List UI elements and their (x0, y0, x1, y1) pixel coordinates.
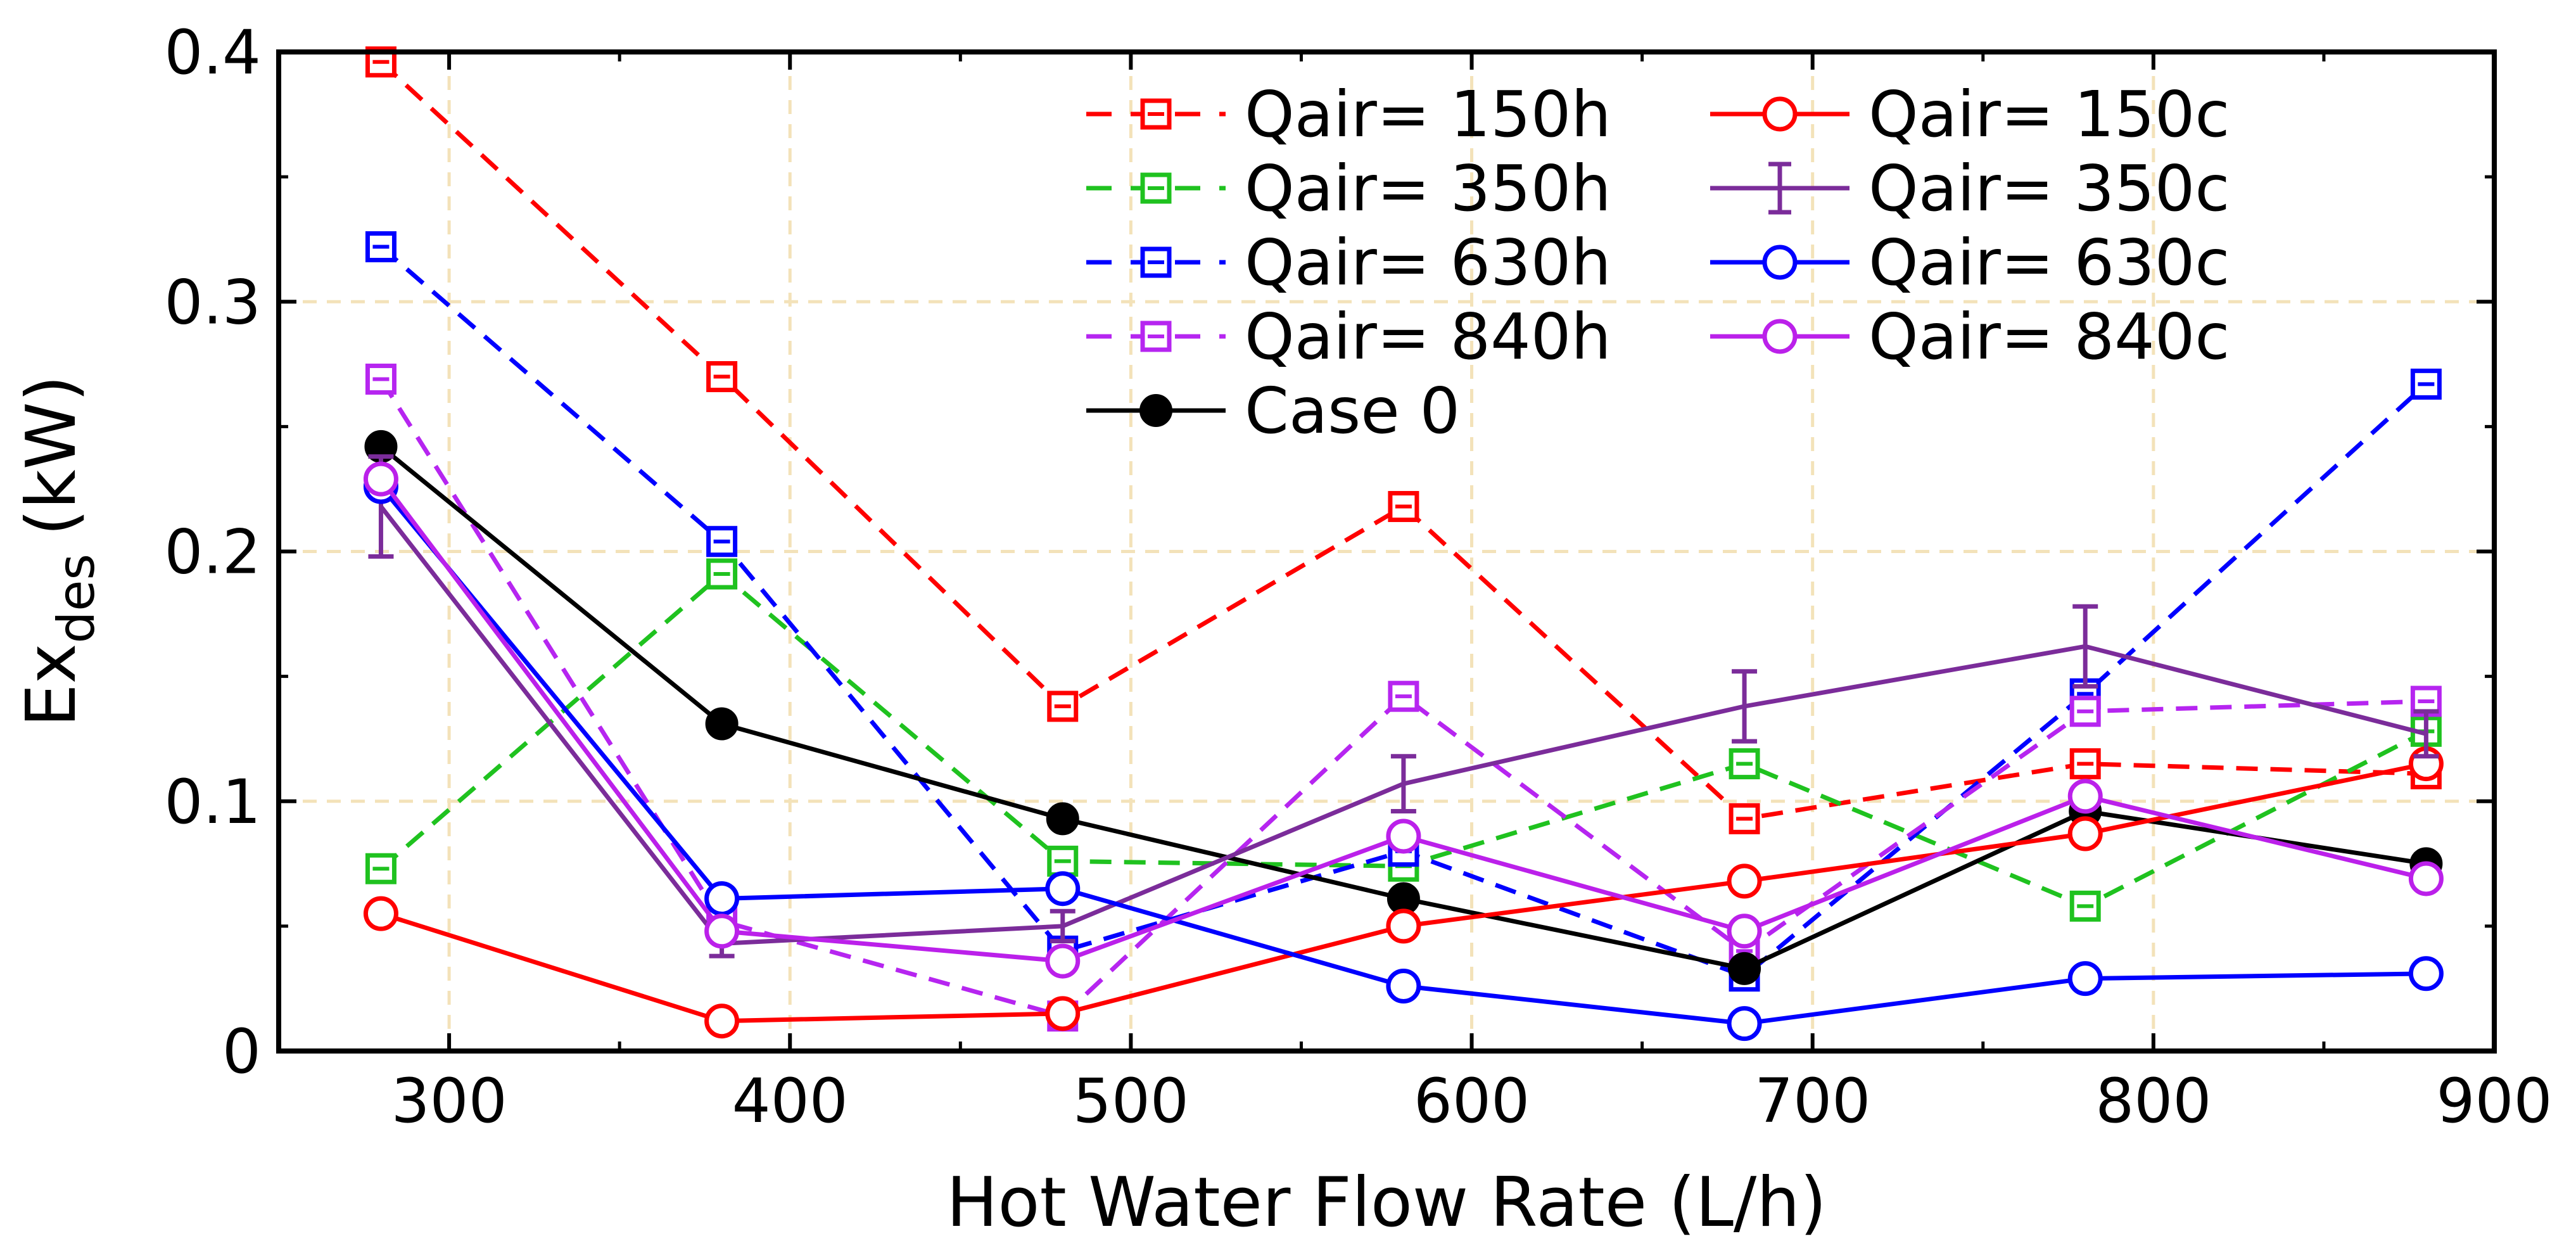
legend-label-qair-150c: Qair= 150c (1869, 77, 2230, 151)
legend-label-qair-630c: Qair= 630c (1869, 226, 2230, 300)
x-tick-label: 600 (1414, 1066, 1530, 1137)
x-axis-title: Hot Water Flow Rate (L/h) (946, 1163, 1827, 1242)
data-point-qair-840c (1045, 943, 1081, 979)
data-point-qair-840c (1727, 914, 1762, 949)
legend-label-qair-840h: Qair= 840h (1245, 300, 1611, 374)
data-point-qair-150c (2067, 816, 2103, 851)
error-bar-qair-350c (1050, 908, 1075, 944)
data-point-qair-150c (1727, 863, 1762, 899)
legend-marker-qair-630c (1762, 245, 1798, 280)
legend-entry-case-0: Case 0 (1086, 374, 1460, 448)
data-point-qair-840c (1386, 819, 1421, 854)
x-tick-label: 800 (2095, 1066, 2211, 1137)
y-tick-label: 0.2 (164, 517, 261, 588)
data-point-qair-350h-outline (365, 853, 397, 884)
data-point-qair-840c (2067, 779, 2103, 814)
data-point-qair-630c (1045, 871, 1081, 907)
legend-label-qair-350h: Qair= 350h (1245, 151, 1611, 226)
data-point-qair-630h-outline (365, 231, 397, 263)
y-axis-title-sub: des (47, 554, 106, 644)
data-point-qair-350h (1047, 845, 1079, 877)
legend-marker-qair-350h (1140, 172, 1172, 204)
data-point-qair-630h (2410, 368, 2442, 400)
legend-label-qair-630h: Qair= 630h (1245, 226, 1611, 300)
legend-marker-qair-840c (1762, 319, 1798, 354)
data-point-qair-150h (2069, 748, 2101, 780)
x-tick-label: 300 (391, 1066, 507, 1137)
y-axis-title-main: Ex (12, 644, 91, 727)
data-point-qair-840c (2408, 861, 2444, 896)
legend-label-qair-840c: Qair= 840c (1869, 300, 2230, 374)
y-tick-label: 0.1 (164, 767, 261, 838)
data-point-qair-350h (706, 558, 738, 590)
legend-marker-case-0 (1139, 394, 1172, 427)
legend-entry-qair-150c: Qair= 150c (1710, 77, 2230, 151)
error-bar-qair-350c (1732, 669, 1758, 744)
data-point-qair-150h (1388, 491, 1419, 523)
data-point-qair-840h (2069, 696, 2101, 727)
data-point-qair-630c (2408, 956, 2444, 991)
legend-marker-qair-150c (1762, 96, 1798, 132)
legend-marker-qair-840h (1140, 321, 1172, 352)
legend-label-qair-350c: Qair= 350c (1869, 151, 2230, 226)
y-axis-title-unit: (kW) (12, 375, 91, 536)
data-point-qair-150h (1729, 803, 1760, 834)
data-point-case-0 (705, 707, 739, 741)
data-point-case-0 (1728, 952, 1761, 985)
data-point-qair-630c (1386, 968, 1421, 1003)
data-point-qair-840c (363, 461, 398, 497)
legend-entry-qair-350c: Qair= 350c (1710, 151, 2230, 226)
data-point-qair-350h (1729, 748, 1760, 780)
data-point-qair-150c (1045, 996, 1081, 1031)
x-tick-label: 400 (732, 1066, 848, 1137)
data-point-qair-150c (363, 896, 398, 931)
data-point-qair-150h (706, 361, 738, 393)
x-tick-label: 700 (1754, 1066, 1870, 1137)
error-bar-qair-350c (2072, 604, 2098, 689)
data-point-qair-150h-outline (706, 361, 738, 393)
legend-entry-qair-630h: Qair= 630h (1086, 226, 1611, 300)
data-point-qair-630h (365, 231, 397, 263)
series-layer (363, 46, 2444, 1042)
data-point-qair-630h (706, 526, 738, 557)
data-point-case-0 (1046, 802, 1079, 836)
data-point-qair-350h (2069, 890, 2101, 922)
y-tick-label: 0.4 (164, 17, 261, 88)
legend-marker-qair-630h (1140, 246, 1172, 278)
svg-text:Exdes(kW): Exdes (kW) (12, 375, 106, 727)
data-point-qair-840h (365, 363, 397, 395)
y-tick-label: 0.3 (164, 267, 261, 338)
legend-entry-qair-150h: Qair= 150h (1086, 77, 1611, 151)
data-point-qair-150c (704, 1003, 740, 1039)
series-qair-630c (363, 469, 2444, 1042)
error-bar-qair-350c (2413, 709, 2439, 759)
x-tick-label: 900 (2436, 1066, 2552, 1137)
legend-entry-qair-840h: Qair= 840h (1086, 300, 1611, 374)
data-point-qair-150h-outline (1729, 803, 1760, 834)
data-point-qair-840c (704, 914, 740, 949)
y-axis-title: Exdes (kW) (12, 375, 106, 727)
series-qair-840c (363, 461, 2444, 979)
data-point-qair-150c (1386, 908, 1421, 944)
legend-entry-qair-350h: Qair= 350h (1086, 151, 1611, 226)
data-point-qair-350h (365, 853, 397, 884)
data-point-qair-840h (1388, 680, 1419, 712)
tick-layer: 300 400 500 600 700 800 900 0 0.1 0.2 0.3 0.4 (164, 17, 2552, 1137)
x-tick-label: 500 (1073, 1066, 1189, 1137)
legend-marker-qair-150h (1140, 98, 1172, 130)
data-point-qair-630c (1727, 1006, 1762, 1042)
legend-label-case-0: Case 0 (1245, 374, 1460, 448)
data-point-qair-350h-outline (1047, 845, 1079, 877)
y-tick-label: 0 (222, 1016, 261, 1087)
data-point-qair-630c (704, 881, 740, 917)
legend-entry-qair-840c: Qair= 840c (1710, 300, 2230, 374)
data-point-qair-630c (2067, 961, 2103, 997)
data-point-qair-150h (1047, 691, 1079, 722)
error-bar-qair-350c (1390, 754, 1416, 814)
legend-label-qair-150h: Qair= 150h (1245, 77, 1611, 151)
legend-entry-qair-630c: Qair= 630c (1710, 226, 2230, 300)
